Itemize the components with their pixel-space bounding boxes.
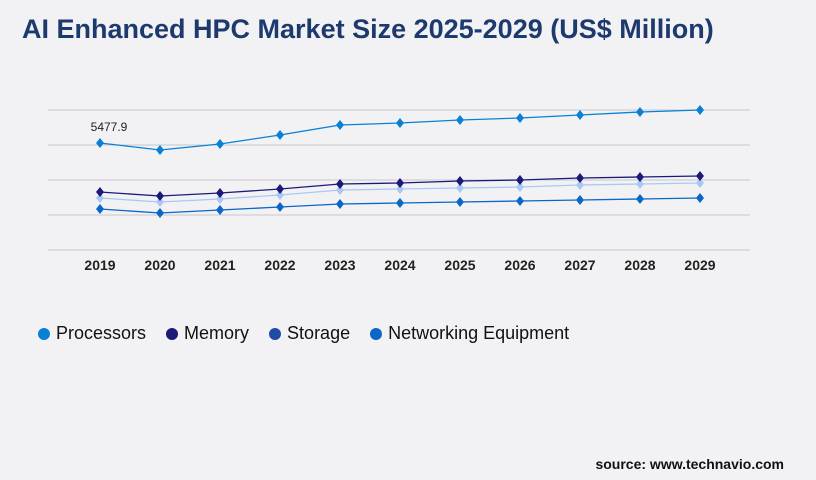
data-point xyxy=(216,188,224,199)
data-point xyxy=(156,145,164,155)
data-point xyxy=(276,201,284,212)
legend-marker-icon xyxy=(38,327,50,340)
data-point xyxy=(396,178,404,189)
x-tick-label: 2020 xyxy=(144,257,175,273)
data-point xyxy=(336,199,344,210)
data-point xyxy=(396,198,404,209)
data-point xyxy=(456,183,464,194)
data-point xyxy=(276,190,284,200)
source-text: source: www.technavio.com xyxy=(595,456,784,472)
data-point xyxy=(576,110,584,120)
legend: Processors Memory Storage Networking Equipm… xyxy=(38,323,569,344)
data-label: 5477.9 xyxy=(91,120,128,134)
data-point xyxy=(636,194,644,205)
data-point xyxy=(96,138,104,149)
data-point xyxy=(396,184,404,195)
data-point xyxy=(396,118,404,129)
data-point xyxy=(516,175,524,185)
x-tick-label: 2027 xyxy=(564,257,595,273)
data-point xyxy=(636,106,644,117)
chart-title: AI Enhanced HPC Market Size 2025-2029 (U… xyxy=(22,14,714,44)
x-tick-label: 2024 xyxy=(384,257,415,273)
legend-label: Networking Equipment xyxy=(388,323,570,343)
data-point xyxy=(156,190,164,201)
legend-item: Memory xyxy=(166,323,249,344)
data-point xyxy=(636,179,644,190)
data-point xyxy=(216,205,224,215)
legend-marker-icon xyxy=(269,327,282,340)
data-point xyxy=(156,208,164,219)
data-point xyxy=(456,196,464,207)
data-point xyxy=(96,186,104,197)
legend-marker-icon xyxy=(166,327,179,340)
legend-item: Storage xyxy=(269,323,350,344)
legend-label: Processors xyxy=(56,323,147,343)
data-point xyxy=(96,204,104,215)
data-point xyxy=(576,195,584,205)
x-tick-label: 2019 xyxy=(84,257,115,273)
data-point xyxy=(336,179,344,190)
data-point xyxy=(516,181,524,192)
legend-label: Storage xyxy=(287,323,351,343)
legend-item: Networking Equipment xyxy=(370,323,569,344)
data-point xyxy=(216,139,224,150)
line-chart: 2019 2020 2021 2022 2023 2024 2025 2026 2027 2028… xyxy=(48,105,750,273)
data-point xyxy=(696,178,704,189)
data-point xyxy=(576,173,584,184)
data-point xyxy=(96,193,104,204)
data-point xyxy=(576,180,584,190)
data-point xyxy=(516,195,524,206)
data-point xyxy=(456,175,464,186)
x-tick-label: 2023 xyxy=(324,257,355,273)
data-point xyxy=(276,130,284,140)
data-point xyxy=(336,185,344,195)
x-tick-label: 2028 xyxy=(624,257,655,273)
data-point xyxy=(336,120,344,130)
data-point xyxy=(216,194,224,205)
x-tick-label: 2029 xyxy=(684,257,715,273)
legend-marker-icon xyxy=(370,327,383,340)
x-tick-label: 2022 xyxy=(264,257,295,273)
data-point xyxy=(696,105,704,115)
data-point xyxy=(696,170,704,181)
x-tick-label: 2021 xyxy=(204,257,235,273)
data-point xyxy=(636,171,644,182)
x-tick-label: 2026 xyxy=(504,257,535,273)
data-point xyxy=(156,196,164,207)
data-point xyxy=(696,193,704,204)
data-point xyxy=(516,113,524,124)
x-tick-label: 2025 xyxy=(444,257,475,273)
data-point xyxy=(276,184,284,195)
legend-item: Processors xyxy=(38,323,146,344)
series-line-processors xyxy=(99,109,701,151)
legend-label: Memory xyxy=(184,323,250,343)
data-point xyxy=(456,115,464,125)
